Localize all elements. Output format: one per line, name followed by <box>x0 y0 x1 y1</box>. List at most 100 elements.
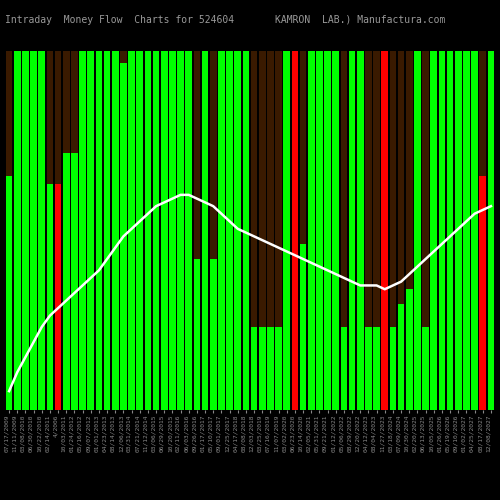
Bar <box>210 52 216 410</box>
Bar <box>22 52 29 410</box>
Bar <box>30 52 37 410</box>
Bar <box>30 52 37 410</box>
Bar <box>422 327 429 410</box>
Bar <box>316 52 323 410</box>
Bar <box>14 52 20 410</box>
Bar <box>332 52 339 410</box>
Bar <box>186 52 192 410</box>
Bar <box>292 52 298 410</box>
Bar <box>71 154 78 410</box>
Bar <box>226 52 233 410</box>
Bar <box>88 52 94 410</box>
Bar <box>152 52 160 410</box>
Bar <box>259 327 266 410</box>
Bar <box>284 52 290 410</box>
Bar <box>348 52 356 410</box>
Bar <box>365 327 372 410</box>
Bar <box>308 52 314 410</box>
Bar <box>46 52 54 410</box>
Bar <box>430 52 437 410</box>
Bar <box>316 52 323 410</box>
Bar <box>96 52 102 410</box>
Bar <box>112 52 118 410</box>
Bar <box>46 184 54 410</box>
Bar <box>136 52 143 410</box>
Bar <box>242 52 250 410</box>
Text: KAMRON  LAB.) Manufactura.com: KAMRON LAB.) Manufactura.com <box>275 15 446 25</box>
Bar <box>38 52 45 410</box>
Bar <box>177 52 184 410</box>
Bar <box>357 52 364 410</box>
Bar <box>88 52 94 410</box>
Bar <box>259 52 266 410</box>
Bar <box>14 52 20 410</box>
Bar <box>112 52 118 410</box>
Bar <box>218 52 225 410</box>
Bar <box>79 52 86 410</box>
Bar <box>398 304 404 410</box>
Bar <box>128 52 135 410</box>
Bar <box>63 52 70 410</box>
Bar <box>250 327 258 410</box>
Bar <box>177 52 184 410</box>
Bar <box>63 154 70 410</box>
Bar <box>446 52 454 410</box>
Bar <box>226 52 233 410</box>
Bar <box>284 52 290 410</box>
Bar <box>6 176 12 410</box>
Bar <box>480 176 486 410</box>
Bar <box>218 52 225 410</box>
Bar <box>275 52 282 410</box>
Bar <box>463 52 470 410</box>
Bar <box>250 52 258 410</box>
Bar <box>104 52 110 410</box>
Bar <box>455 52 462 410</box>
Bar <box>488 52 494 410</box>
Bar <box>422 52 429 410</box>
Bar <box>79 52 86 410</box>
Bar <box>120 62 127 410</box>
Bar <box>406 289 412 410</box>
Bar <box>169 52 176 410</box>
Bar <box>186 52 192 410</box>
Bar <box>120 52 127 410</box>
Bar <box>128 52 135 410</box>
Bar <box>471 52 478 410</box>
Bar <box>38 52 45 410</box>
Bar <box>234 52 241 410</box>
Bar <box>6 52 12 410</box>
Bar <box>455 52 462 410</box>
Bar <box>398 52 404 410</box>
Bar <box>161 52 168 410</box>
Bar <box>54 52 62 410</box>
Bar <box>202 52 208 410</box>
Text: Intraday  Money Flow  Charts for 524604: Intraday Money Flow Charts for 524604 <box>5 15 234 25</box>
Bar <box>194 259 200 410</box>
Bar <box>382 52 388 410</box>
Bar <box>471 52 478 410</box>
Bar <box>54 184 62 410</box>
Bar <box>104 52 110 410</box>
Bar <box>340 327 347 410</box>
Bar <box>488 52 494 410</box>
Bar <box>365 52 372 410</box>
Bar <box>210 259 216 410</box>
Bar <box>373 327 380 410</box>
Bar <box>390 52 396 410</box>
Bar <box>324 52 331 410</box>
Bar <box>382 52 388 410</box>
Bar <box>275 327 282 410</box>
Bar <box>480 52 486 410</box>
Bar <box>430 52 437 410</box>
Bar <box>267 52 274 410</box>
Bar <box>144 52 152 410</box>
Bar <box>194 52 200 410</box>
Bar <box>144 52 152 410</box>
Bar <box>340 52 347 410</box>
Bar <box>324 52 331 410</box>
Bar <box>267 327 274 410</box>
Bar <box>169 52 176 410</box>
Bar <box>357 52 364 410</box>
Bar <box>22 52 29 410</box>
Bar <box>332 52 339 410</box>
